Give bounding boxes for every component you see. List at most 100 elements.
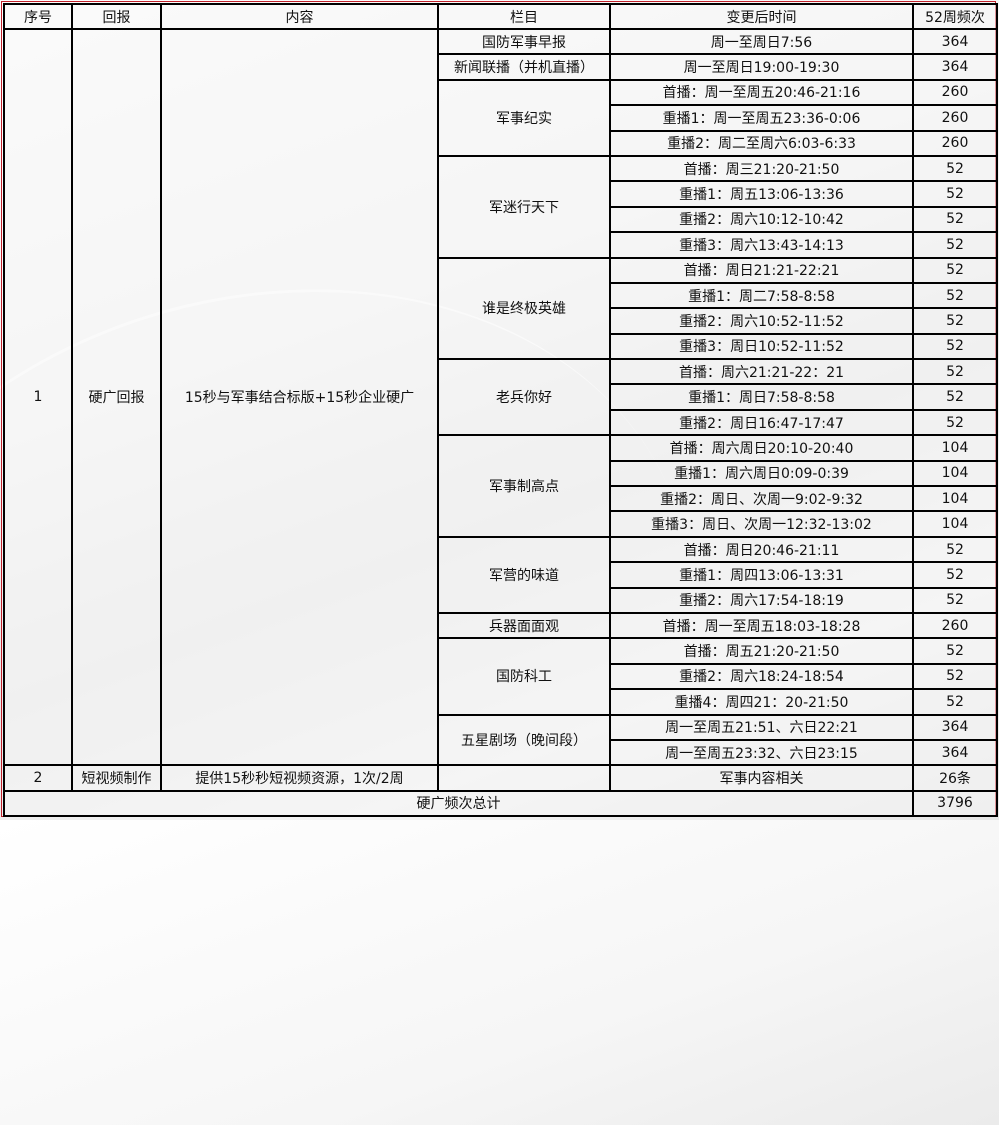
table-row: 军迷行天下 首播：周三21:20-21:50 52 [4, 154, 998, 259]
table-row: 军事制高点 首播：周六周日20:10-20:40 104 [4, 434, 998, 538]
frequency: 52 [912, 383, 998, 411]
table-row: 2 短视频制作 提供15秒秒短视频资源，1次/2周 军事内容相关 26条 [3, 764, 998, 792]
frequency: 260 [912, 129, 998, 157]
frequency: 52 [912, 535, 998, 564]
frequency: 52 [912, 332, 998, 361]
frequency: 52 [912, 662, 998, 691]
section2-content: 提供15秒秒短视频资源，1次/2周 [160, 764, 439, 792]
program-name: 新闻联播（并机直播） [437, 53, 611, 81]
frequency: 52 [912, 281, 998, 310]
broadcast-time: 周一至周五23:32、六日23:15 [609, 738, 914, 767]
frequency: 52 [912, 154, 998, 183]
broadcast-time: 周一至周日19:00-19:30 [609, 53, 914, 81]
table-row: 1 硬广回报 15秒与军事结合标版+15秒企业硬广 国防军事早报 周一至周日7:56 36… [3, 27, 998, 767]
broadcast-time: 重播1：周六周日0:09-0:39 [609, 459, 914, 488]
broadcast-time: 首播：周三21:20-21:50 [609, 154, 914, 183]
program-name: 军事纪实 [437, 78, 611, 157]
row-index: 1 [3, 27, 73, 767]
broadcast-time: 重播1：周一至周五23:36-0:06 [609, 104, 914, 132]
table-row: 重播2：周六17:54-18:19 52 [4, 586, 998, 614]
table-row: 重播1：周六周日0:09-0:39 104 [4, 459, 998, 488]
frequency: 52 [912, 307, 998, 335]
frequency: 260 [912, 104, 998, 132]
content-desc: 15秒与军事结合标版+15秒企业硬广 [160, 27, 439, 767]
frequency: 104 [912, 485, 998, 513]
program-name: 五星剧场（晚间段） [437, 713, 611, 767]
table-row: 周一至周五23:32、六日23:15 364 [4, 738, 998, 767]
broadcast-time: 首播：周六周日20:10-20:40 [609, 434, 914, 462]
broadcast-time: 重播2：周二至周六6:03-6:33 [609, 129, 914, 157]
table-row: 重播1：周二7:58-8:58 52 [4, 281, 998, 310]
total-label: 硬广频次总计 [3, 789, 914, 818]
table-row: 老兵你好 首播：周六21:21-22：21 52 [4, 358, 998, 437]
broadcast-time: 重播3：周六13:43-14:13 [609, 231, 914, 259]
frequency: 364 [912, 738, 998, 767]
table-row: 新闻联播（并机直播） 周一至周日19:00-19:30 364 [4, 53, 998, 81]
section2-program [437, 764, 611, 792]
table-row: 重播1：周四13:06-13:31 52 [4, 561, 998, 589]
frequency: 364 [912, 53, 998, 81]
program-name: 老兵你好 [437, 358, 611, 437]
return-type: 硬广回报 [71, 27, 162, 767]
broadcast-time: 重播1：周四13:06-13:31 [609, 561, 914, 589]
table-row: 重播1：周日7:58-8:58 52 [4, 383, 998, 411]
broadcast-time: 首播：周六21:21-22：21 [609, 358, 914, 386]
table-row: 五星剧场（晚间段） 周一至周五21:51、六日22:21 364 [4, 713, 998, 767]
frequency: 52 [912, 180, 998, 208]
header-return: 回报 [71, 3, 162, 30]
frequency: 52 [912, 256, 998, 284]
frequency: 260 [912, 78, 998, 107]
broadcast-time: 首播：周日20:46-21:11 [609, 535, 914, 564]
broadcast-time: 重播3：周日、次周一12:32-13:02 [609, 510, 914, 538]
table-row: 重播3：周六13:43-14:13 52 [4, 231, 998, 259]
broadcast-time: 首播：周一至周五20:46-21:16 [609, 78, 914, 107]
table-row: 重播2：周六10:52-11:52 52 [4, 307, 998, 335]
frequency: 52 [912, 586, 998, 614]
frequency: 52 [912, 688, 998, 716]
frequency: 364 [912, 713, 998, 741]
table-row: 重播2：周日16:47-17:47 52 [4, 408, 998, 437]
program-name: 兵器面面观 [437, 611, 611, 640]
broadcast-time: 周一至周日7:56 [609, 27, 914, 56]
broadcast-time: 重播4：周四21：20-21:50 [609, 688, 914, 716]
table-row: 国防科工 首播：周五21:20-21:50 52 [4, 637, 998, 716]
table-row: 兵器面面观 首播：周一至周五18:03-18:28 260 [4, 611, 998, 640]
header-content: 内容 [160, 3, 439, 30]
broadcast-time: 首播：周一至周五18:03-18:28 [609, 611, 914, 640]
broadcast-time: 重播2：周六10:12-10:42 [609, 205, 914, 234]
section2-index: 2 [3, 764, 73, 792]
table-row: 重播2：周日、次周一9:02-9:32 104 [4, 485, 998, 513]
table-row: 重播1：周五13:06-13:36 52 [4, 180, 998, 208]
broadcast-time: 首播：周日21:21-22:21 [609, 256, 914, 284]
table-row: 重播2：周六18:24-18:54 52 [4, 662, 998, 691]
broadcast-time: 周一至周五21:51、六日22:21 [609, 713, 914, 741]
broadcast-time: 重播2：周六17:54-18:19 [609, 586, 914, 614]
table-row: 重播2：周二至周六6:03-6:33 260 [4, 129, 998, 157]
header-index: 序号 [3, 3, 73, 30]
frequency: 104 [912, 510, 998, 538]
frequency: 104 [912, 434, 998, 462]
broadcast-time: 首播：周五21:20-21:50 [609, 637, 914, 665]
table-row: 重播1：周一至周五23:36-0:06 260 [4, 104, 998, 132]
table-row: 重播2：周六10:12-10:42 52 [4, 205, 998, 234]
table-row: 重播3：周日、次周一12:32-13:02 104 [4, 510, 998, 538]
broadcast-time: 重播2：周六10:52-11:52 [609, 307, 914, 335]
frequency: 52 [912, 205, 998, 234]
header-row: 序号 回报 内容 栏目 变更后时间 52周频次 [3, 3, 998, 30]
frequency: 52 [912, 637, 998, 665]
broadcast-time: 重播1：周二7:58-8:58 [609, 281, 914, 310]
frequency: 104 [912, 459, 998, 488]
program-name: 国防军事早报 [437, 27, 611, 56]
broadcast-time: 重播2：周六18:24-18:54 [609, 662, 914, 691]
broadcast-time: 重播3：周日10:52-11:52 [609, 332, 914, 361]
total-value: 3796 [912, 789, 998, 818]
frequency: 52 [912, 358, 998, 386]
ad-schedule-table: 序号 回报 内容 栏目 变更后时间 52周频次 1 硬广回报 15秒与军事结合标版+… [3, 3, 998, 818]
section2-freq: 26条 [912, 764, 998, 792]
table-row: 军营的味道 首播：周日20:46-21:11 52 [4, 535, 998, 614]
program-name: 国防科工 [437, 637, 611, 716]
header-frequency: 52周频次 [912, 3, 998, 30]
section2-time: 军事内容相关 [609, 764, 914, 792]
program-name: 军事制高点 [437, 434, 611, 538]
table-row: 重播3：周日10:52-11:52 52 [4, 332, 998, 361]
